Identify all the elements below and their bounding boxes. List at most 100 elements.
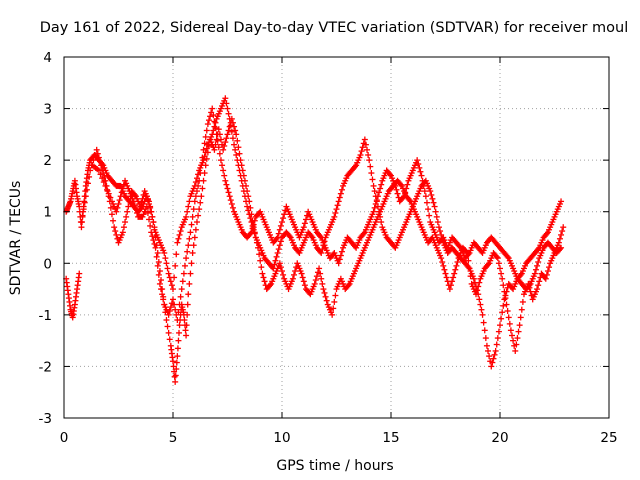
data-point [248,211,255,218]
data-point [439,258,446,265]
data-point [122,219,129,226]
data-point [245,193,252,200]
data-point [202,133,209,140]
data-point [345,282,352,289]
data-point [378,219,385,226]
data-point [421,188,428,195]
data-point [153,253,160,260]
data-point [512,347,519,354]
data-point [123,213,130,220]
data-point [190,242,197,249]
data-point [500,302,507,309]
data-point [187,270,194,277]
data-point [338,248,345,255]
data-point [100,179,107,186]
x-tick-label: 0 [60,430,69,446]
data-point [94,150,101,157]
data-point [456,243,463,250]
data-point [510,337,517,344]
data-point [334,202,341,209]
data-point [497,322,503,329]
data-point [115,200,122,207]
data-point [212,141,219,148]
data-point [371,188,378,195]
data-point [498,315,505,322]
y-tick-label: -3 [39,411,52,427]
data-point [422,193,429,200]
data-point [213,131,220,138]
data-point [175,235,182,242]
data-point [163,260,170,267]
data-point [495,328,502,335]
data-point [514,335,521,342]
data-point [402,189,409,196]
data-point [214,137,221,144]
data-point [534,262,541,269]
data-point [231,141,238,148]
data-point [78,219,85,226]
data-point [185,242,192,249]
data-point [317,270,324,277]
data-point [516,322,523,329]
data-point [433,213,440,220]
data-point [507,327,514,334]
data-point [193,219,200,226]
data-point [371,204,378,211]
data-point [192,193,199,200]
data-point [183,322,190,329]
data-point [404,181,411,188]
data-point [467,273,474,280]
data-point [337,252,344,259]
data-point [221,142,228,149]
data-point [253,239,260,246]
data-point [193,188,200,195]
data-point [279,268,285,275]
data-point [170,358,176,365]
data-point [222,95,229,102]
data-point [84,180,91,187]
data-point [485,261,492,268]
data-point [338,186,345,193]
data-point [174,239,181,246]
data-point [189,249,196,256]
data-point [158,286,165,293]
data-point [276,260,283,267]
data-point [174,345,181,352]
data-point [150,237,157,244]
data-point [232,146,239,153]
data-point [447,282,454,289]
data-point [131,191,138,198]
data-point [479,311,486,318]
data-point [183,255,190,262]
data-point [239,167,246,174]
data-point [331,213,338,220]
data-point [119,185,126,192]
data-point [364,146,371,153]
data-point [113,208,120,215]
data-point [546,264,553,271]
data-point [229,119,236,126]
data-point [76,270,83,277]
data-point [301,220,308,227]
data-point [170,286,176,293]
data-point [163,317,170,324]
data-point [453,262,460,269]
data-point [252,234,259,241]
data-point [556,235,563,242]
data-point [277,264,284,271]
data-point [228,200,235,207]
data-point [211,118,218,125]
data-point [376,189,383,196]
data-point [276,226,283,233]
data-point [175,309,182,316]
data-point [365,151,372,158]
data-point [526,282,533,289]
data-point [394,190,401,197]
data-point [191,198,198,205]
data-point [414,157,421,164]
data-point [558,198,565,205]
data-point [374,193,381,200]
data-point [223,135,230,142]
data-point [247,230,254,237]
data-point [237,157,244,164]
